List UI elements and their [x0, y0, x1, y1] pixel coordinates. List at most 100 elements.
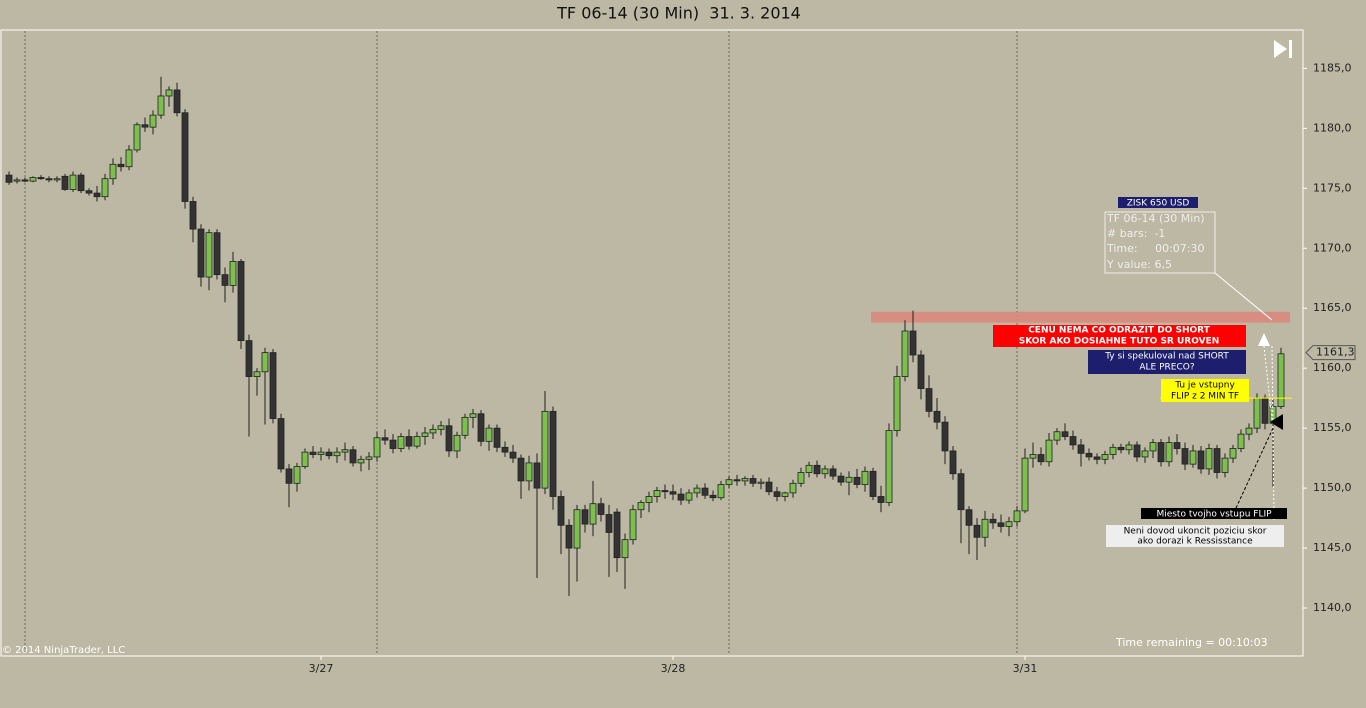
candle-body	[405, 436, 413, 447]
candle-body	[909, 330, 917, 356]
candle-body	[813, 464, 821, 475]
yellow-box	[1161, 379, 1249, 402]
candle-body	[421, 432, 429, 437]
candle-body	[501, 446, 509, 453]
candle-body	[981, 518, 989, 538]
candle-body	[965, 509, 973, 526]
candle-body	[541, 410, 549, 489]
candle-body	[277, 418, 285, 470]
candle-body	[917, 354, 925, 389]
last-price-marker	[1305, 345, 1356, 361]
navy-line: Ty si spekuloval nad SHORT	[1104, 352, 1229, 362]
candle-body	[413, 436, 421, 447]
candle-body	[949, 450, 957, 475]
candle-body	[581, 509, 589, 525]
candle-body	[1029, 454, 1037, 459]
candle-body	[237, 261, 245, 342]
candle-body	[333, 451, 341, 457]
connector	[1214, 272, 1273, 321]
candle-body	[893, 376, 901, 431]
candle-body	[213, 232, 221, 276]
y-tick-label: 1140,0	[1313, 601, 1352, 614]
candle-body	[589, 503, 597, 525]
navy-line: ALE PRECO?	[1139, 363, 1194, 373]
connector	[1271, 345, 1275, 521]
entry-arrow	[1270, 414, 1283, 430]
candle-body	[749, 478, 757, 484]
y-tick-label: 1180,0	[1313, 121, 1352, 134]
candle-body	[1261, 397, 1269, 424]
candle-body	[773, 491, 781, 497]
candle-body	[1277, 353, 1285, 407]
candle-body	[1213, 448, 1221, 473]
candle-body	[1245, 427, 1253, 435]
play-button[interactable]	[1274, 40, 1292, 58]
candle-body	[885, 430, 893, 503]
candle-body	[741, 478, 749, 482]
candle-body	[29, 177, 37, 182]
info-box	[1104, 211, 1216, 274]
candle-body	[557, 496, 565, 526]
candle-body	[1109, 446, 1117, 455]
candle-body	[565, 524, 573, 549]
candle-body	[693, 487, 701, 494]
candle-body	[381, 437, 389, 441]
info-line: # bars: -1	[1107, 227, 1165, 240]
up-arrow	[1258, 333, 1270, 346]
candle-body	[181, 112, 189, 202]
candle-body	[1005, 521, 1013, 527]
candle-body	[293, 466, 301, 484]
y-tick-label: 1155,0	[1313, 421, 1352, 434]
candle-body	[677, 493, 685, 501]
candle-body	[1117, 446, 1125, 451]
marks: 1140,0 1145,0 1150,0 1155,0 1160,0 1165,0 1170…	[5, 61, 1356, 675]
candle-body	[325, 451, 333, 457]
candle-body	[173, 89, 181, 114]
candle-body	[597, 503, 605, 515]
candle-body	[253, 371, 261, 377]
candle-body	[77, 174, 85, 192]
candle-body	[229, 261, 237, 286]
candle-body	[1061, 431, 1069, 437]
candle-body	[941, 421, 949, 452]
candle-body	[533, 462, 541, 489]
candle-body	[437, 425, 445, 430]
candle-body	[269, 352, 277, 419]
yellow-line: Tu je vstupny	[1174, 381, 1235, 391]
candle-body	[461, 416, 469, 436]
candle-body	[1173, 442, 1181, 449]
candle-body	[117, 163, 125, 168]
candle-body	[1053, 431, 1061, 441]
y-tick-label: 1175,0	[1313, 181, 1352, 194]
candle-body	[1237, 433, 1245, 449]
gray-box	[1106, 525, 1284, 547]
red-box	[993, 325, 1246, 347]
candle-body	[613, 511, 621, 559]
candle-body	[509, 451, 517, 459]
candle-body	[389, 439, 397, 449]
candle-body	[933, 410, 941, 423]
candle-body	[1189, 450, 1197, 465]
candle-body	[53, 178, 61, 181]
candle-body	[781, 492, 789, 497]
y-tick-label: 1170,0	[1313, 241, 1352, 254]
candle-body	[477, 413, 485, 442]
candle-body	[573, 509, 581, 549]
candle-body	[149, 114, 157, 128]
candle-body	[109, 163, 117, 180]
candle-body	[1197, 450, 1205, 470]
candle-body	[45, 178, 53, 181]
candle-body	[85, 190, 93, 194]
candle-body	[1085, 452, 1093, 458]
candle-body	[1221, 457, 1229, 473]
candle-body	[221, 274, 229, 286]
candle-body	[429, 428, 437, 434]
play-icon[interactable]	[1274, 40, 1287, 58]
candle-body	[133, 124, 141, 151]
candle-body	[957, 473, 965, 511]
candle-body	[605, 514, 613, 533]
play-icon-bar[interactable]	[1289, 40, 1292, 58]
candle-body	[493, 427, 501, 448]
